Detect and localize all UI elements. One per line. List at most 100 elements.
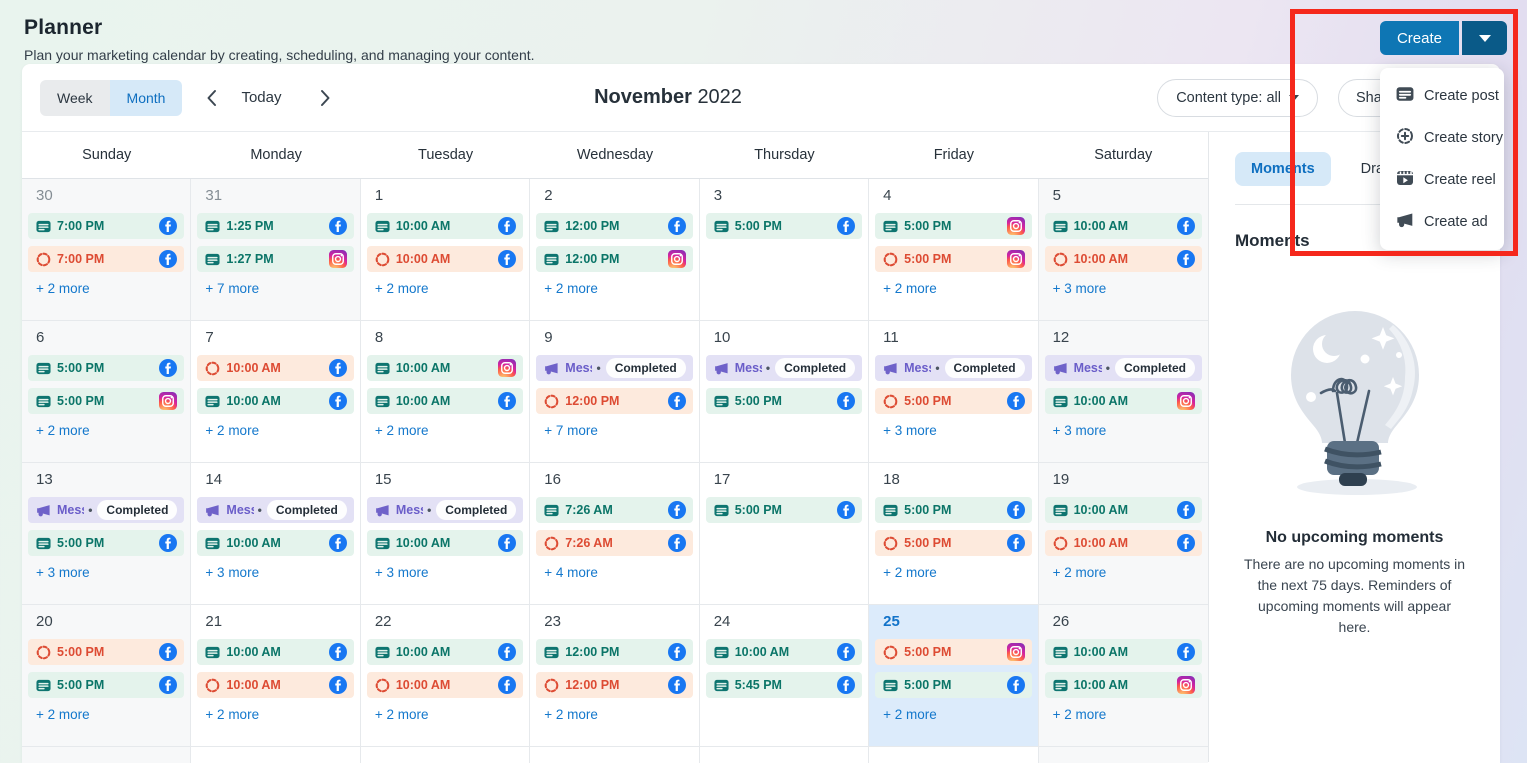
post-event-chip[interactable]: 1:27 PM: [197, 246, 354, 272]
calendar-cell[interactable]: 2 12:00 PM 12:00 PM + 2 more: [530, 179, 700, 321]
more-events-link[interactable]: + 2 more: [205, 423, 260, 438]
more-events-link[interactable]: + 2 more: [544, 281, 598, 296]
post-event-chip[interactable]: 12:00 PM: [536, 639, 693, 665]
calendar-cell[interactable]: 31 1:25 PM 1:27 PM + 7 more: [191, 179, 361, 321]
ad-campaign-chip[interactable]: Messa•Completed: [705, 355, 863, 381]
post-event-chip[interactable]: 5:00 PM: [875, 213, 1032, 239]
calendar-cell[interactable]: 20 5:00 PM 5:00 PM + 2 more: [22, 605, 192, 747]
post-event-chip[interactable]: 7:00 PM: [28, 213, 185, 239]
ad-campaign-chip[interactable]: Messa•Completed: [366, 497, 524, 523]
post-event-chip[interactable]: 5:00 PM: [28, 355, 185, 381]
more-events-link[interactable]: + 2 more: [883, 281, 937, 296]
calendar-cell[interactable]: 1 10:00 AM 10:00 AM + 2 more: [360, 179, 531, 321]
story-event-chip[interactable]: 5:00 PM: [28, 639, 185, 665]
calendar-cell[interactable]: [699, 747, 870, 763]
story-event-chip[interactable]: 10:00 AM: [197, 672, 354, 698]
calendar-cell[interactable]: 14 Messa • Completed 10:00 AM + 3 more: [191, 463, 361, 605]
story-event-chip[interactable]: 10:00 AM: [366, 246, 524, 272]
post-event-chip[interactable]: 5:00 PM: [28, 672, 185, 698]
calendar-cell[interactable]: 26 10:00 AM 10:00 AM + 2 more: [1038, 605, 1208, 747]
calendar-cell[interactable]: 22 10:00 AM 10:00 AM + 2 more: [360, 605, 531, 747]
post-event-chip[interactable]: 5:00 PM: [28, 530, 185, 556]
calendar-cell[interactable]: 3 5:00 PM: [699, 179, 870, 321]
week-view-button[interactable]: Week: [40, 79, 110, 116]
calendar-cell[interactable]: [191, 747, 361, 763]
calendar-cell[interactable]: 13 Messa • Completed 5:00 PM + 3 more: [22, 463, 192, 605]
more-events-link[interactable]: + 2 more: [374, 707, 429, 722]
calendar-cell[interactable]: [22, 747, 192, 763]
menu-item-create-story[interactable]: Create story: [1380, 117, 1504, 159]
more-events-link[interactable]: + 2 more: [374, 281, 429, 296]
calendar-cell[interactable]: 7 10:00 AM 10:00 AM + 2 more: [191, 321, 361, 463]
calendar-cell[interactable]: 6 5:00 PM 5:00 PM + 2 more: [22, 321, 192, 463]
story-event-chip[interactable]: 12:00 PM: [536, 672, 693, 698]
calendar-cell[interactable]: 11 Messa • Completed 5:00 PM + 3 more: [869, 321, 1039, 463]
post-event-chip[interactable]: 10:00 AM: [366, 388, 524, 414]
calendar-cell[interactable]: 18 5:00 PM 5:00 PM + 2 more: [869, 463, 1039, 605]
more-events-link[interactable]: + 2 more: [36, 423, 90, 438]
more-events-link[interactable]: + 2 more: [883, 565, 937, 580]
story-event-chip[interactable]: 10:00 AM: [1044, 530, 1202, 556]
post-event-chip[interactable]: 5:00 PM: [705, 497, 863, 523]
calendar-cell[interactable]: 17 5:00 PM: [699, 463, 870, 605]
story-event-chip[interactable]: 5:00 PM: [875, 388, 1032, 414]
post-event-chip[interactable]: 10:00 AM: [705, 639, 863, 665]
more-events-link[interactable]: + 2 more: [883, 707, 937, 722]
tab-moments[interactable]: Moments: [1235, 152, 1331, 186]
more-events-link[interactable]: + 2 more: [544, 707, 598, 722]
more-events-link[interactable]: + 2 more: [36, 707, 90, 722]
calendar-cell[interactable]: 5 10:00 AM 10:00 AM + 3 more: [1038, 179, 1208, 321]
post-event-chip[interactable]: 12:00 PM: [536, 213, 693, 239]
post-event-chip[interactable]: 10:00 AM: [366, 530, 524, 556]
calendar-cell[interactable]: [869, 747, 1039, 763]
post-event-chip[interactable]: 10:00 AM: [366, 213, 524, 239]
calendar-cell[interactable]: 23 12:00 PM 12:00 PM + 2 more: [530, 605, 700, 747]
story-event-chip[interactable]: 5:00 PM: [875, 530, 1032, 556]
calendar-cell[interactable]: 24 10:00 AM 5:45 PM: [699, 605, 870, 747]
post-event-chip[interactable]: 10:00 AM: [366, 639, 524, 665]
more-events-link[interactable]: + 3 more: [205, 565, 260, 580]
post-event-chip[interactable]: 12:00 PM: [536, 246, 693, 272]
post-event-chip[interactable]: 5:00 PM: [28, 388, 185, 414]
post-event-chip[interactable]: 10:00 AM: [1044, 388, 1202, 414]
post-event-chip[interactable]: 10:00 AM: [1044, 213, 1202, 239]
more-events-link[interactable]: + 3 more: [1052, 281, 1107, 296]
more-events-link[interactable]: + 3 more: [36, 565, 90, 580]
post-event-chip[interactable]: 5:45 PM: [705, 672, 863, 698]
more-events-link[interactable]: + 3 more: [1052, 423, 1107, 438]
content-type-filter[interactable]: Content type: all: [1157, 79, 1318, 117]
story-event-chip[interactable]: 10:00 AM: [197, 355, 354, 381]
calendar-cell[interactable]: 19 10:00 AM 10:00 AM + 2 more: [1038, 463, 1208, 605]
month-view-button[interactable]: Month: [109, 79, 183, 116]
post-event-chip[interactable]: 10:00 AM: [197, 639, 354, 665]
calendar-cell[interactable]: 30 7:00 PM 7:00 PM + 2 more: [22, 179, 192, 321]
post-event-chip[interactable]: 10:00 AM: [197, 388, 354, 414]
ad-campaign-chip[interactable]: Messa•Completed: [1044, 355, 1202, 381]
calendar-cell[interactable]: [360, 747, 531, 763]
post-event-chip[interactable]: 5:00 PM: [705, 388, 863, 414]
post-event-chip[interactable]: 5:00 PM: [875, 497, 1032, 523]
calendar-cell[interactable]: 21 10:00 AM 10:00 AM + 2 more: [191, 605, 361, 747]
post-event-chip[interactable]: 5:00 PM: [705, 213, 863, 239]
menu-item-create-ad[interactable]: Create ad: [1380, 201, 1504, 243]
story-event-chip[interactable]: 10:00 AM: [366, 672, 524, 698]
calendar-cell[interactable]: [530, 747, 700, 763]
more-events-link[interactable]: + 7 more: [205, 281, 260, 296]
post-event-chip[interactable]: 10:00 AM: [1044, 639, 1202, 665]
calendar-cell[interactable]: 8 10:00 AM 10:00 AM + 2 more: [360, 321, 531, 463]
post-event-chip[interactable]: 7:26 AM: [536, 497, 693, 523]
post-event-chip[interactable]: 10:00 AM: [1044, 497, 1202, 523]
story-event-chip[interactable]: 12:00 PM: [536, 388, 693, 414]
calendar-cell[interactable]: 15 Messa • Completed 10:00 AM + 3 more: [360, 463, 531, 605]
story-event-chip[interactable]: 7:26 AM: [536, 530, 693, 556]
calendar-cell[interactable]: 9 Messa • Completed 12:00 PM + 7 more: [530, 321, 700, 463]
post-event-chip[interactable]: 5:00 PM: [875, 672, 1032, 698]
story-event-chip[interactable]: 5:00 PM: [875, 639, 1032, 665]
story-event-chip[interactable]: 10:00 AM: [1044, 246, 1202, 272]
post-event-chip[interactable]: 1:25 PM: [197, 213, 354, 239]
post-event-chip[interactable]: 10:00 AM: [366, 355, 524, 381]
more-events-link[interactable]: + 2 more: [1052, 707, 1107, 722]
create-dropdown-button[interactable]: [1462, 21, 1507, 55]
more-events-link[interactable]: + 4 more: [544, 565, 598, 580]
post-event-chip[interactable]: 10:00 AM: [197, 530, 354, 556]
